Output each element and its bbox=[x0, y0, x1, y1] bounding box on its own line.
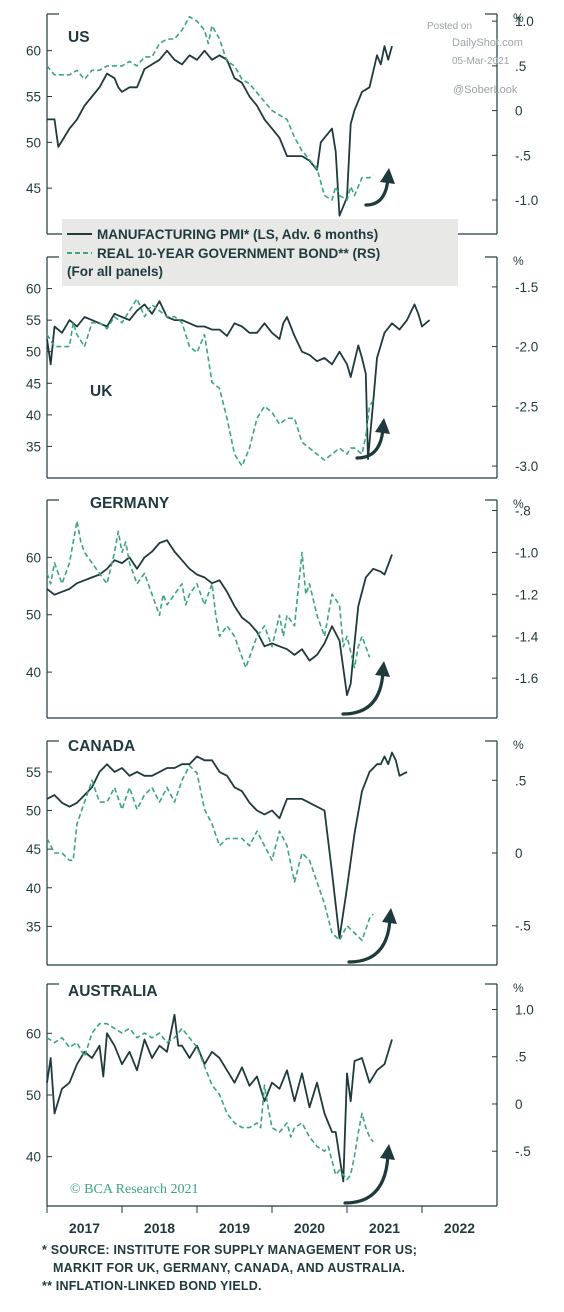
pmi-series-line bbox=[46, 751, 408, 939]
footnote-1: * SOURCE: INSTITUTE FOR SUPPLY MANAGEMEN… bbox=[42, 1243, 418, 1257]
upturn-arrow-shaft bbox=[347, 916, 392, 964]
bond-series-line bbox=[46, 764, 374, 942]
right-tick-label: -1.2 bbox=[515, 587, 538, 602]
x-tick-label: 2021 bbox=[369, 1220, 400, 1236]
right-tick-label: .5 bbox=[515, 773, 526, 788]
left-tick-label: 55 bbox=[26, 765, 41, 780]
panel-title: CANADA bbox=[68, 738, 135, 755]
right-tick-label: -1.4 bbox=[515, 629, 539, 644]
right-tick-label: -1.5 bbox=[515, 280, 538, 295]
left-tick-label: 60 bbox=[26, 1026, 41, 1041]
legend-bond-label: REAL 10-YEAR GOVERNMENT BOND** (RS) bbox=[97, 246, 380, 261]
watermark-site: DailyShot.com bbox=[452, 37, 523, 49]
right-tick-label: .5 bbox=[515, 1050, 526, 1065]
left-tick-label: 50 bbox=[26, 135, 41, 150]
x-tick-label: 2022 bbox=[444, 1220, 475, 1236]
left-tick-label: 50 bbox=[26, 804, 41, 819]
left-tick-label: 35 bbox=[26, 919, 41, 934]
bond-series-line bbox=[46, 15, 374, 201]
right-tick-label: -.5 bbox=[515, 919, 531, 934]
panel-title: AUSTRALIA bbox=[68, 983, 158, 1000]
upturn-arrow-head bbox=[380, 168, 395, 184]
watermark-posted: Posted on bbox=[427, 21, 473, 32]
watermark-handle: @SoberLook bbox=[453, 84, 518, 96]
upturn-arrow-head bbox=[375, 418, 390, 434]
right-tick-label: 0 bbox=[515, 846, 523, 861]
right-tick-label: -3.0 bbox=[515, 459, 538, 474]
left-tick-label: 40 bbox=[26, 408, 41, 423]
right-tick-label: -2.0 bbox=[515, 340, 538, 355]
bond-series-line bbox=[46, 298, 374, 467]
watermark-date: 05-Mar-2021 bbox=[452, 56, 510, 67]
left-tick-label: 35 bbox=[26, 439, 41, 454]
upturn-arrow-head bbox=[380, 1144, 395, 1160]
left-tick-label: 45 bbox=[26, 376, 41, 391]
left-tick-label: 50 bbox=[26, 345, 41, 360]
panel-title: UK bbox=[90, 383, 113, 400]
left-tick-label: 60 bbox=[26, 550, 41, 565]
right-tick-label: -.8 bbox=[515, 503, 531, 518]
left-tick-label: 50 bbox=[26, 1088, 41, 1103]
right-tick-label: -.5 bbox=[515, 1144, 531, 1159]
left-tick-label: 60 bbox=[26, 44, 41, 59]
panel-title: GERMANY bbox=[90, 495, 170, 512]
legend-box bbox=[62, 219, 458, 286]
pmi-series-line bbox=[47, 45, 393, 217]
right-tick-label: -2.5 bbox=[515, 399, 538, 414]
left-tick-label: 55 bbox=[26, 313, 41, 328]
left-tick-label: 60 bbox=[26, 282, 41, 297]
bond-series-line bbox=[46, 520, 371, 669]
pmi-series-line bbox=[46, 1013, 393, 1183]
right-unit-label: % bbox=[513, 254, 524, 268]
x-tick-label: 2018 bbox=[144, 1220, 175, 1236]
left-tick-label: 40 bbox=[26, 881, 41, 896]
left-tick-label: 40 bbox=[26, 665, 41, 680]
panel-title: US bbox=[68, 29, 90, 46]
upturn-arrow-shaft bbox=[343, 1152, 390, 1205]
upturn-arrow-shaft bbox=[341, 669, 385, 716]
x-tick-label: 2017 bbox=[69, 1220, 100, 1236]
upturn-arrow-head bbox=[382, 908, 397, 924]
pmi-series-line bbox=[46, 300, 431, 460]
right-unit-label: % bbox=[513, 497, 524, 511]
legend-pmi-label: MANUFACTURING PMI* (LS, Adv. 6 months) bbox=[97, 227, 378, 242]
left-tick-label: 40 bbox=[26, 1150, 41, 1165]
right-unit-label: % bbox=[513, 981, 524, 995]
right-tick-label: 0 bbox=[515, 1097, 523, 1112]
right-tick-label: 1.0 bbox=[515, 14, 534, 29]
right-tick-label: .5 bbox=[515, 59, 526, 74]
left-tick-label: 55 bbox=[26, 90, 41, 105]
left-tick-label: 45 bbox=[26, 181, 41, 196]
right-tick-label: -.5 bbox=[515, 148, 531, 163]
right-tick-label: -1.6 bbox=[515, 671, 538, 686]
left-tick-label: 45 bbox=[26, 842, 41, 857]
right-tick-label: 0 bbox=[515, 104, 523, 119]
credit-label: © BCA Research 2021 bbox=[70, 1182, 198, 1197]
upturn-arrow-head bbox=[375, 661, 390, 677]
bond-series-line bbox=[46, 1022, 374, 1181]
pmi-series-line bbox=[46, 539, 393, 696]
legend-note: (For all panels) bbox=[67, 264, 163, 279]
x-tick-label: 2020 bbox=[294, 1220, 325, 1236]
footnote-2: MARKIT FOR UK, GERMANY, CANADA, AND AUST… bbox=[42, 1261, 406, 1275]
right-tick-label: -1.0 bbox=[515, 193, 538, 208]
right-tick-label: 1.0 bbox=[515, 1003, 534, 1018]
right-unit-label: % bbox=[513, 738, 524, 752]
left-tick-label: 50 bbox=[26, 608, 41, 623]
right-unit-label: % bbox=[513, 11, 524, 25]
footnote-3: ** INFLATION-LINKED BOND YIELD. bbox=[42, 1279, 262, 1293]
right-tick-label: -1.0 bbox=[515, 545, 538, 560]
x-tick-label: 2019 bbox=[219, 1220, 250, 1236]
